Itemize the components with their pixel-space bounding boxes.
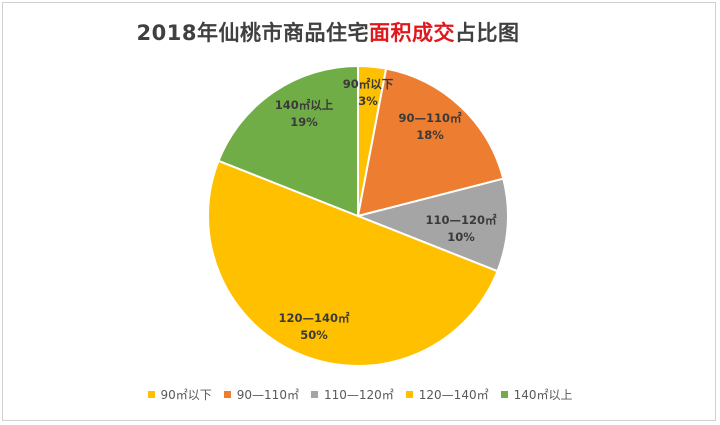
legend-item-120-140: 120—140㎡	[405, 386, 489, 403]
legend-label: 120—140㎡	[418, 388, 489, 402]
slice-120-140	[207, 159, 499, 367]
slice-90-110-data-label: 90—110㎡ 18%	[398, 111, 462, 142]
slice-over-140-data-label: 140㎡以上 19%	[275, 98, 334, 129]
slice-110-120-percent-label: 10%	[447, 230, 475, 244]
slice-110-120-data-label: 110—120㎡ 10%	[425, 213, 497, 244]
slice-110-120-category-label: 110—120㎡	[425, 213, 497, 227]
chart-title-suffix: 占比图	[454, 21, 520, 45]
legend-swatch	[147, 391, 155, 398]
slice-90-110-percent-label: 18%	[416, 128, 444, 142]
legend-label: 110—120㎡	[323, 388, 394, 402]
legend-item-over-140: 140㎡以上	[500, 386, 573, 403]
legend-swatch	[310, 391, 318, 398]
legend-item-90-110: 90—110㎡	[223, 386, 299, 403]
legend-item-under-90: 90㎡以下	[147, 386, 212, 403]
legend-label: 90—110㎡	[236, 388, 299, 402]
legend-label: 140㎡以上	[513, 388, 573, 402]
slice-120-140-percent-label: 50%	[300, 328, 328, 342]
slice-over-140-category-label: 140㎡以上	[275, 98, 334, 112]
slice-over-140-percent-label: 19%	[290, 115, 318, 129]
slice-90-110-category-label: 90—110㎡	[398, 111, 462, 125]
legend-item-110-120: 110—120㎡	[310, 386, 394, 403]
slice-120-140-category-label: 120—140㎡	[278, 311, 350, 325]
chart-title-highlight: 面积成交	[368, 21, 455, 45]
slice-120-140-data-label: 120—140㎡ 50%	[278, 311, 350, 342]
legend-swatch	[405, 391, 413, 398]
legend-swatch	[500, 391, 508, 398]
slice-under-90-percent-label: 3%	[358, 94, 378, 108]
slice-over-140	[217, 64, 359, 218]
chart-title-prefix: 2018年仙桃市商品住宅	[136, 21, 369, 45]
chart-legend: 90㎡以下 90—110㎡ 110—120㎡ 120—140㎡ 140㎡以上	[0, 386, 720, 403]
chart-title: 2018年仙桃市商品住宅面积成交占比图	[3, 17, 653, 47]
slice-90-110	[356, 67, 505, 218]
slice-under-90-category-label: 90㎡以下	[343, 77, 394, 91]
legend-label: 90㎡以下	[160, 388, 212, 402]
slice-110-120	[354, 177, 510, 273]
slice-under-90-data-label: 90㎡以下 3%	[343, 77, 394, 108]
legend-swatch	[223, 391, 231, 398]
